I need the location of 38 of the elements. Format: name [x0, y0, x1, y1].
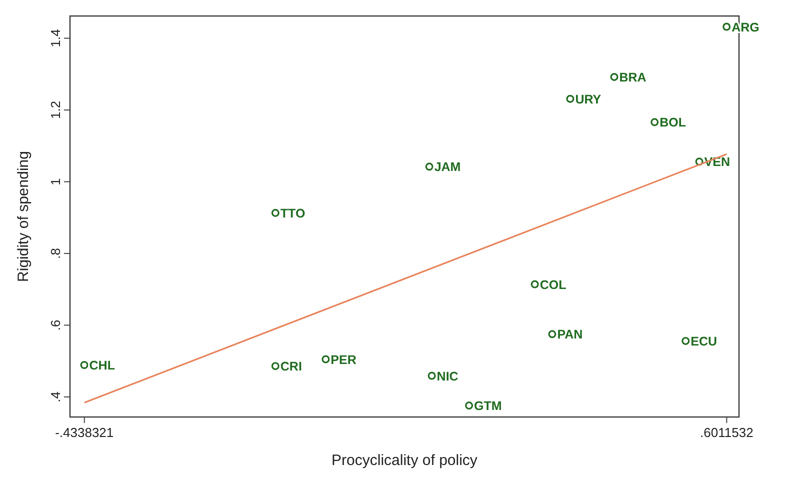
point — [566, 94, 574, 103]
data-label: ECU — [690, 334, 718, 348]
data-label: TTO — [280, 206, 306, 220]
x-axis-title: Procyclicality of policy — [332, 452, 478, 469]
point — [428, 372, 436, 380]
point — [530, 280, 539, 288]
data-label: JAM — [434, 160, 461, 174]
point — [682, 336, 690, 345]
data-label: COL — [540, 278, 567, 292]
data-label: NIC — [436, 369, 458, 384]
x-tick-label: .6011532 — [700, 425, 754, 440]
point — [650, 118, 659, 126]
point — [80, 360, 88, 369]
point — [271, 208, 280, 217]
point — [548, 330, 556, 338]
y-axis-title: Rigidity of spending — [15, 151, 32, 282]
data-label: CHL — [89, 358, 116, 372]
y-tick-label: .4 — [48, 391, 63, 402]
data-label: BRA — [619, 70, 646, 84]
point — [610, 72, 618, 81]
data-label: CRI — [280, 360, 302, 374]
y-tick-label: 1.2 — [48, 100, 63, 120]
data-label: PAN — [557, 328, 583, 342]
point — [465, 402, 474, 410]
point — [322, 355, 330, 364]
data-label: GTM — [474, 399, 502, 414]
data-label: PER — [330, 352, 356, 367]
point — [722, 22, 731, 31]
y-tick-label: 1.4 — [48, 29, 63, 48]
y-tick-label: 1 — [48, 178, 63, 186]
y-tick-label: .8 — [48, 248, 63, 259]
point — [271, 362, 280, 370]
y-tick-label: .6 — [48, 320, 63, 331]
data-label: BOL — [660, 116, 686, 130]
point — [695, 158, 704, 166]
x-tick-label: -.4338321 — [55, 425, 114, 440]
point — [425, 162, 434, 171]
data-label: URY — [575, 92, 602, 106]
